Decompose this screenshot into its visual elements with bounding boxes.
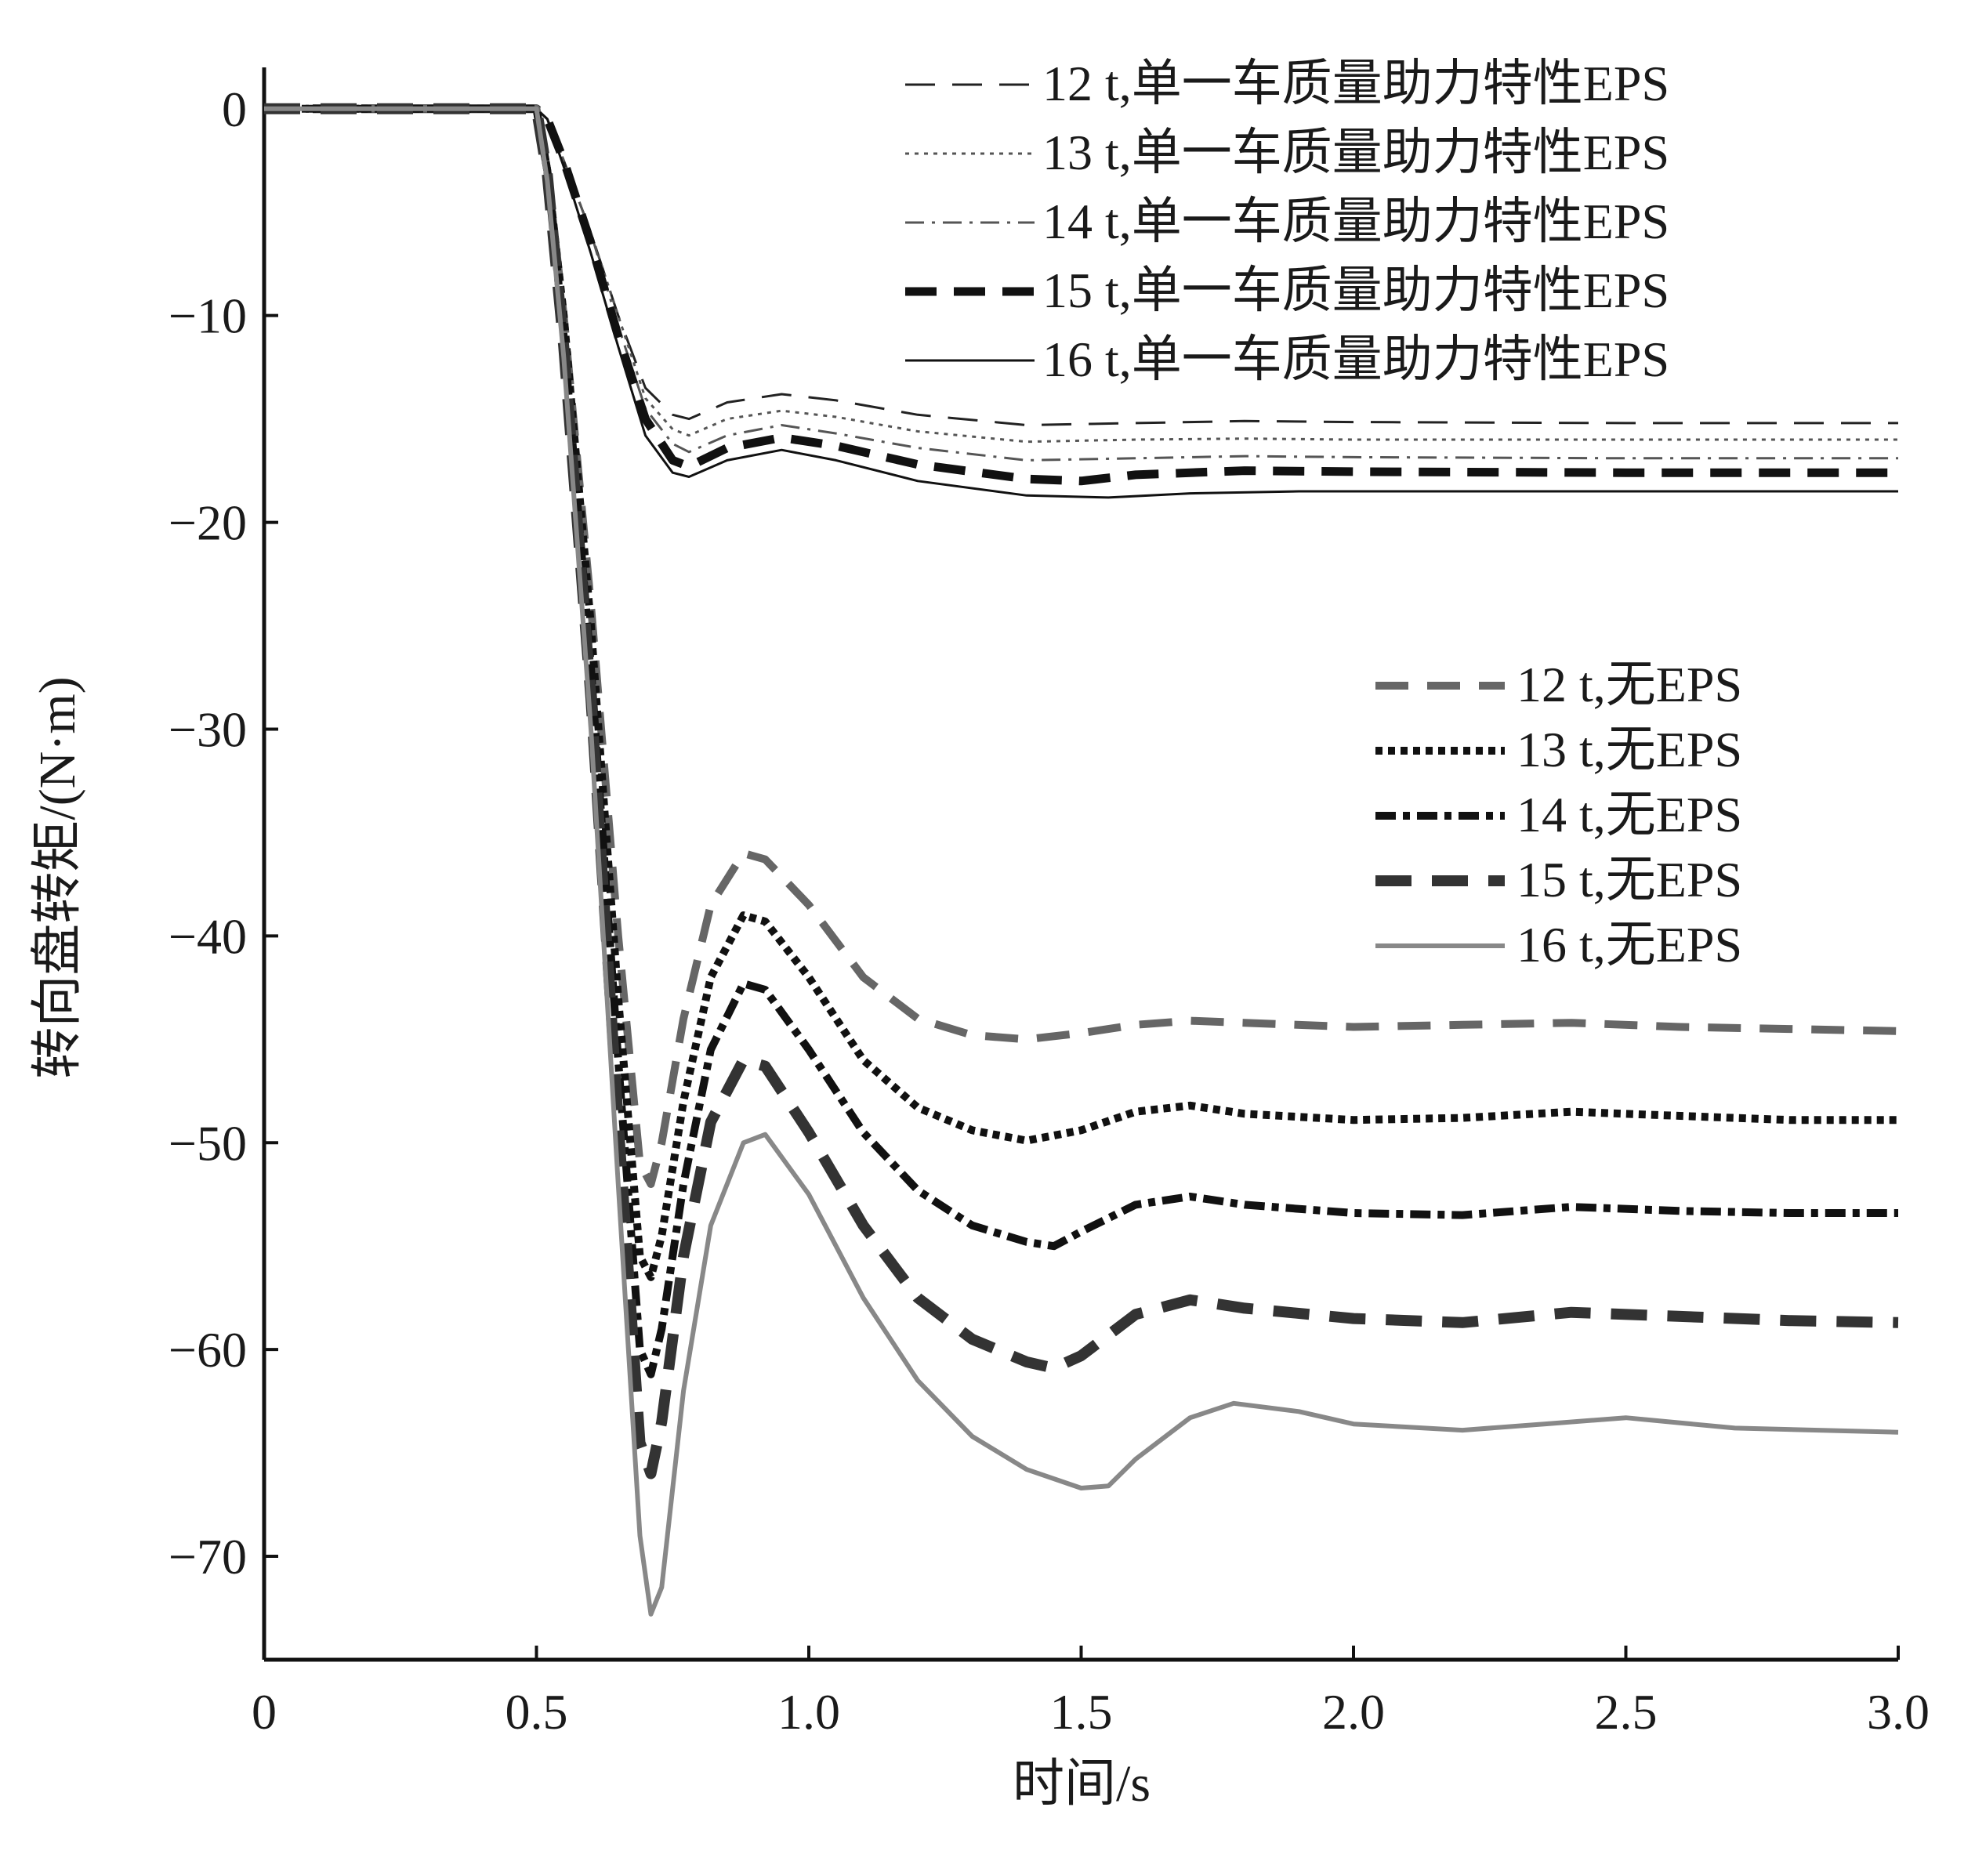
legend-label: 15 t,无EPS [1517, 852, 1742, 907]
legend-eps: 12 t,单一车质量助力特性EPS 13 t,单一车质量助力特性EPS 14 t,单… [905, 56, 1669, 387]
series-line-3 [264, 107, 1898, 462]
legend-label: 16 t,无EPS [1517, 917, 1742, 972]
legend-label: 14 t,无EPS [1517, 787, 1742, 842]
legend-label: 15 t,单一车质量助力特性EPS [1042, 263, 1669, 318]
x-tick-label: 3.0 [1867, 1684, 1930, 1740]
y-tick-label: −60 [169, 1322, 247, 1378]
x-tick-label: 1.5 [1050, 1684, 1113, 1740]
series-line-7 [264, 104, 1898, 1281]
x-tick-label: 2.5 [1595, 1684, 1658, 1740]
series-line-5 [264, 107, 1898, 499]
legend-label: 12 t,无EPS [1517, 657, 1742, 712]
legend-label: 13 t,单一车质量助力特性EPS [1042, 125, 1669, 180]
y-tick-label: −10 [169, 288, 247, 344]
series-line-4 [264, 104, 1898, 486]
series-line-6 [264, 104, 1899, 1188]
y-tick-label: −70 [169, 1529, 247, 1584]
legend-label: 13 t,无EPS [1517, 722, 1742, 777]
series-layer [264, 103, 1899, 1617]
series-line-10 [264, 106, 1899, 1617]
x-axis-title: 时间/s [1013, 1755, 1151, 1813]
y-tick-label: −30 [169, 701, 247, 757]
y-axis-title: 转向盘转矩/(N·m) [29, 676, 86, 1078]
x-tick-label: 0 [252, 1684, 277, 1740]
axes: 0 0.5 1.0 1.5 2.0 2.5 3.0 0 −10 −20 −30 −40 −50 −60 −7… [169, 67, 1930, 1740]
x-tick-label: 0.5 [506, 1684, 568, 1740]
legend-label: 14 t,单一车质量助力特性EPS [1042, 194, 1669, 249]
y-tick-label: −40 [169, 908, 247, 964]
legend-label: 16 t,单一车质量助力特性EPS [1042, 331, 1669, 387]
y-tick-label: −20 [169, 495, 247, 551]
legend-noeps: 12 t,无EPS 13 t,无EPS 14 t,无EPS 15 t,无EPS 16 t… [1375, 657, 1742, 972]
y-tick-label: 0 [222, 81, 247, 137]
series-line-9 [264, 103, 1899, 1479]
series-line-2 [264, 107, 1898, 444]
x-tick-label: 2.0 [1322, 1684, 1385, 1740]
y-tick-label: −50 [169, 1115, 247, 1171]
legend-label: 12 t,单一车质量助力特性EPS [1042, 56, 1669, 111]
x-tick-label: 1.0 [777, 1684, 840, 1740]
